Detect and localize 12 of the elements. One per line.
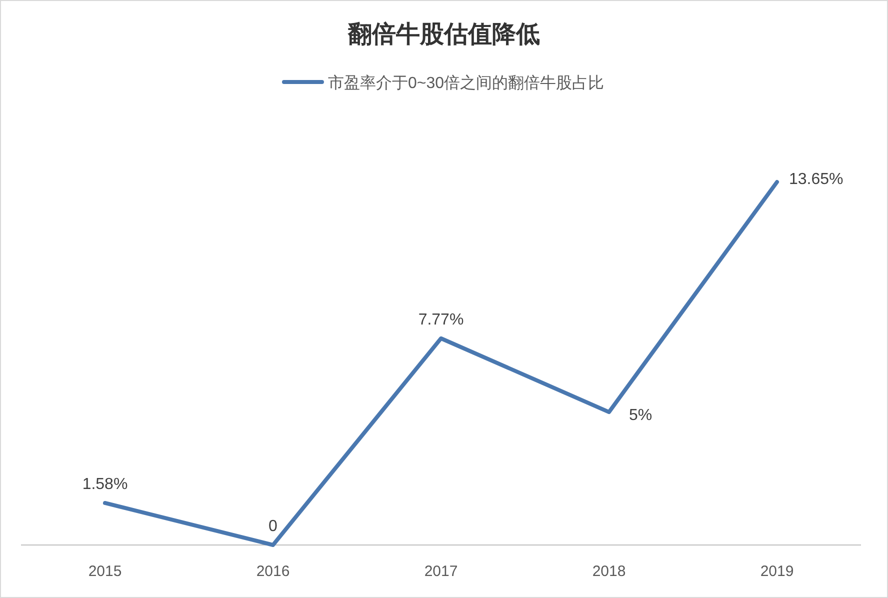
- data-label: 7.77%: [418, 311, 464, 328]
- chart-title: 翻倍牛股估值降低: [347, 21, 540, 48]
- x-tick-label: 2017: [424, 563, 458, 580]
- legend-label: 市盈率介于0~30倍之间的翻倍牛股占比: [328, 74, 604, 92]
- data-label: 0: [268, 518, 278, 535]
- x-tick-label: 2019: [760, 563, 794, 580]
- x-tick-label: 2018: [592, 563, 626, 580]
- data-label: 1.58%: [82, 476, 128, 493]
- x-tick-label: 2016: [256, 563, 290, 580]
- data-label: 5%: [629, 407, 652, 424]
- x-tick-label: 2015: [88, 563, 122, 580]
- data-label: 13.65%: [789, 171, 844, 188]
